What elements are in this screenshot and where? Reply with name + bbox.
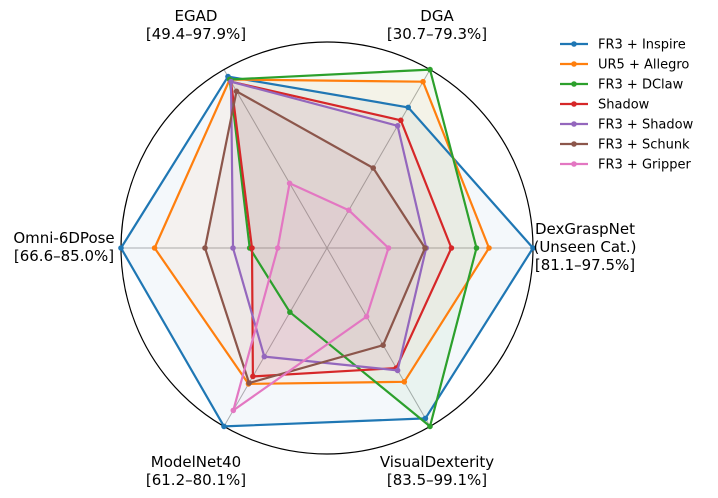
point-shadow-1 — [398, 117, 404, 124]
axis-label-egad-name: EGAD — [175, 7, 218, 25]
axis-label-modelnet40-name: ModelNet40 — [151, 453, 241, 471]
legend-label-fr3-gripper: FR3 + Gripper — [598, 158, 691, 173]
series-lines — [118, 66, 536, 430]
point-ur5-allegro-0 — [486, 245, 492, 251]
axis-label-omni-6dpose-range-label: [66.6–85.0%] — [14, 247, 114, 265]
axis-label-visualdexterity-name: VisualDexterity — [380, 453, 494, 471]
point-fr3-inspire-5 — [422, 415, 429, 422]
point-ur5-allegro-5 — [401, 379, 408, 385]
legend-label-fr3-shadow: FR3 + Shadow — [598, 118, 694, 133]
legend-marker-fr3-schunk — [571, 141, 577, 147]
point-fr3-gripper-4 — [230, 407, 237, 414]
spoke-egad — [223, 69, 328, 249]
point-fr3-inspire-3 — [118, 245, 124, 251]
legend-label-fr3-inspire: FR3 + Inspire — [598, 38, 686, 53]
point-fr3-schunk-2 — [233, 88, 240, 95]
point-fr3-inspire-1 — [405, 104, 412, 111]
series-fill-fr3-gripper — [233, 183, 389, 411]
axis-label-egad-range-label: [49.4–97.9%] — [146, 25, 246, 43]
point-fr3-schunk-3 — [202, 245, 208, 251]
point-fr3-inspire-0 — [530, 245, 536, 251]
point-fr3-schunk-1 — [370, 165, 377, 171]
point-fr3-dclaw-4 — [287, 309, 293, 316]
point-fr3-dclaw-0 — [473, 245, 480, 251]
axis-label-dexgraspnet-range-label: [81.1–97.5%] — [535, 256, 635, 274]
point-fr3-gripper-5 — [363, 313, 370, 320]
legend-label-fr3-schunk: FR3 + Schunk — [598, 138, 690, 153]
axis-label-dga-range-label: [30.7–79.3%] — [387, 25, 487, 43]
point-ur5-allegro-1 — [420, 78, 426, 85]
series-fill-fr3-inspire — [121, 76, 533, 427]
legend-marker-fr3-gripper — [571, 161, 577, 167]
point-shadow-3 — [249, 245, 255, 251]
axis-label-modelnet40-range-label: [61.2–80.1%] — [146, 471, 246, 489]
point-ur5-allegro-3 — [151, 245, 158, 251]
axis-label-dga-name: DGA — [420, 7, 454, 25]
axis-label-omni-6dpose-name: Omni-6DPose — [13, 229, 114, 247]
point-fr3-inspire-4 — [221, 423, 227, 430]
axis-label-dexgraspnet-name: DexGraspNet — [535, 220, 635, 238]
series-fill-shadow — [231, 81, 452, 377]
axis-label-dexgraspnet-sub: (Unseen Cat.) — [533, 238, 636, 256]
point-shadow-0 — [448, 245, 455, 251]
series-fills — [121, 69, 533, 427]
legend-label-fr3-dclaw: FR3 + DClaw — [598, 78, 684, 93]
spoke-visualdexterity — [326, 247, 431, 427]
point-fr3-dclaw-1 — [427, 66, 433, 73]
point-fr3-schunk-0 — [422, 245, 428, 251]
legend-marker-fr3-dclaw — [571, 81, 577, 87]
point-fr3-gripper-1 — [346, 207, 352, 213]
series-fill-fr3-shadow — [231, 81, 427, 371]
spoke-dga — [326, 69, 431, 249]
legend-marker-fr3-shadow — [571, 121, 577, 127]
spoke-modelnet40 — [223, 247, 328, 427]
legend-marker-fr3-inspire — [571, 41, 577, 47]
series-fill-fr3-dclaw — [229, 69, 477, 427]
legend-label-ur5-allegro: UR5 + Allegro — [598, 58, 689, 73]
point-fr3-dclaw-5 — [427, 423, 433, 430]
point-fr3-shadow-4 — [261, 353, 268, 360]
point-fr3-shadow-2 — [228, 78, 234, 85]
axis-label-visualdexterity-range-label: [83.5–99.1%] — [387, 471, 487, 489]
point-fr3-shadow-5 — [394, 367, 401, 374]
point-fr3-gripper-3 — [274, 245, 281, 251]
point-fr3-shadow-3 — [230, 245, 236, 251]
point-fr3-schunk-5 — [380, 342, 386, 349]
axis-labels: DexGraspNet(Unseen Cat.)[81.1–97.5%]DGA[… — [13, 7, 636, 489]
legend-label-shadow: Shadow — [598, 98, 650, 113]
point-shadow-4 — [250, 373, 256, 380]
point-fr3-shadow-1 — [394, 123, 401, 129]
legend: FR3 + Inspire UR5 + Allegro FR3 + DClaw Sha… — [560, 38, 694, 173]
point-fr3-gripper-0 — [385, 245, 392, 251]
point-fr3-schunk-4 — [246, 380, 252, 386]
legend-marker-ur5-allegro — [571, 61, 577, 67]
legend-marker-shadow — [571, 101, 577, 107]
point-fr3-gripper-2 — [286, 180, 293, 187]
